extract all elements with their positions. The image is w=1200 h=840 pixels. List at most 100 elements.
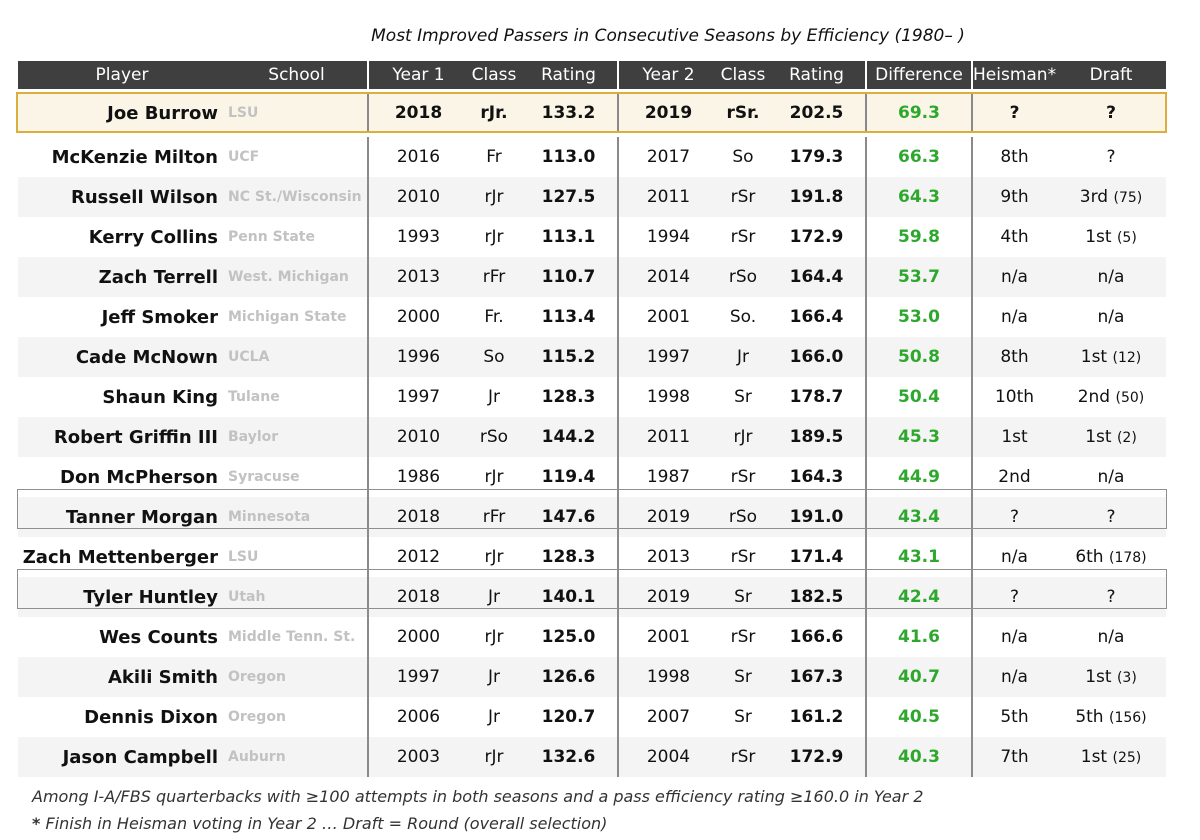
cell-year1: 2010 xyxy=(367,417,468,457)
cell-class1: Jr xyxy=(468,697,520,737)
table-row: Tyler Huntley Utah 2018 Jr 140.1 2019 Sr 182.5 4… xyxy=(18,577,1166,617)
cell-rating1: 133.2 xyxy=(520,93,618,133)
cell-player: Tyler Huntley xyxy=(18,577,226,617)
cell-class1: rJr xyxy=(468,217,520,257)
draft-overall: (2) xyxy=(1116,430,1137,446)
cell-year1: 2010 xyxy=(367,177,468,217)
cell-draft: ? xyxy=(1056,93,1166,133)
cell-year1: 2016 xyxy=(367,137,468,177)
cell-heisman: 4th xyxy=(971,217,1056,257)
cell-class1: rJr xyxy=(468,177,520,217)
cell-player: Dennis Dixon xyxy=(18,697,226,737)
cell-heisman: n/a xyxy=(971,297,1056,337)
draft-round: 1st xyxy=(1080,347,1108,367)
col-header-player: Player xyxy=(18,61,226,89)
cell-year1: 1993 xyxy=(367,217,468,257)
cell-difference: 50.4 xyxy=(865,377,972,417)
table-row: Zach Terrell West. Michigan 2013 rFr 110.7 20… xyxy=(18,257,1166,297)
col-header-heisman: Heisman* xyxy=(971,61,1056,89)
cell-difference: 40.3 xyxy=(865,737,972,777)
table-row: Shaun King Tulane 1997 Jr 128.3 1998 Sr 178.7 50… xyxy=(18,377,1166,417)
cell-year2: 2019 xyxy=(617,93,718,133)
cell-heisman: n/a xyxy=(971,537,1056,577)
table-row: Akili Smith Oregon 1997 Jr 126.6 1998 Sr 167.3 4… xyxy=(18,657,1166,697)
cell-player: Russell Wilson xyxy=(18,177,226,217)
cell-player: Wes Counts xyxy=(18,617,226,657)
cell-class1: rJr xyxy=(468,457,520,497)
cell-class1: rFr xyxy=(468,497,520,537)
cell-player: Zach Mettenberger xyxy=(18,537,226,577)
draft-round: ? xyxy=(1106,587,1116,607)
cell-player: Jeff Smoker xyxy=(18,297,226,337)
cell-player: Zach Terrell xyxy=(18,257,226,297)
cell-rating2: 164.3 xyxy=(768,457,866,497)
cell-draft: 1st (25) xyxy=(1056,737,1166,777)
cell-player: Cade McNown xyxy=(18,337,226,377)
cell-school: West. Michigan xyxy=(226,257,368,297)
cell-year2: 2014 xyxy=(617,257,718,297)
cell-rating1: 125.0 xyxy=(520,617,618,657)
cell-heisman: 5th xyxy=(971,697,1056,737)
cell-school: Tulane xyxy=(226,377,368,417)
draft-overall: (5) xyxy=(1116,230,1137,246)
cell-year1: 2013 xyxy=(367,257,468,297)
col-header-school: School xyxy=(226,61,368,89)
cell-draft: 1st (2) xyxy=(1056,417,1166,457)
footnote-legend-text: Finish in Heisman voting in Year 2 … Dra… xyxy=(40,814,608,833)
cell-heisman: 8th xyxy=(971,137,1056,177)
draft-round: 5th xyxy=(1075,707,1104,727)
cell-class1: rFr xyxy=(468,257,520,297)
cell-player: Kerry Collins xyxy=(18,217,226,257)
cell-player: Jason Campbell xyxy=(18,737,226,777)
cell-year2: 2019 xyxy=(617,497,718,537)
draft-overall: (178) xyxy=(1109,550,1147,566)
draft-round: n/a xyxy=(1097,267,1125,287)
cell-difference: 43.4 xyxy=(865,497,972,537)
cell-player: Joe Burrow xyxy=(18,93,226,133)
col-header-draft: Draft xyxy=(1056,61,1166,89)
cell-draft: n/a xyxy=(1056,257,1166,297)
cell-heisman: n/a xyxy=(971,657,1056,697)
cell-class2: rSo xyxy=(718,257,768,297)
cell-school: Syracuse xyxy=(226,457,368,497)
cell-draft: 6th (178) xyxy=(1056,537,1166,577)
cell-heisman: n/a xyxy=(971,257,1056,297)
cell-class2: rSr xyxy=(718,217,768,257)
cell-rating1: 128.3 xyxy=(520,537,618,577)
cell-year2: 2017 xyxy=(617,137,718,177)
cell-draft: ? xyxy=(1056,577,1166,617)
cell-heisman: n/a xyxy=(971,617,1056,657)
draft-round: n/a xyxy=(1097,627,1125,647)
cell-rating2: 172.9 xyxy=(768,737,866,777)
draft-overall: (156) xyxy=(1109,710,1147,726)
passers-table: Player School Year 1 Class Rating Year 2… xyxy=(18,61,1166,777)
table-row: Don McPherson Syracuse 1986 rJr 119.4 1987 rSr… xyxy=(18,457,1166,497)
cell-difference: 69.3 xyxy=(865,93,972,133)
cell-year2: 2019 xyxy=(617,577,718,617)
cell-rating2: 171.4 xyxy=(768,537,866,577)
cell-class2: So. xyxy=(718,297,768,337)
cell-difference: 41.6 xyxy=(865,617,972,657)
cell-school: Oregon xyxy=(226,697,368,737)
cell-heisman: 1st xyxy=(971,417,1056,457)
cell-draft: n/a xyxy=(1056,297,1166,337)
cell-player: Akili Smith xyxy=(18,657,226,697)
cell-draft: ? xyxy=(1056,497,1166,537)
cell-school: NC St./Wisconsin xyxy=(226,177,368,217)
draft-round: 1st xyxy=(1085,227,1112,247)
cell-year1: 1997 xyxy=(367,657,468,697)
draft-round: 3rd xyxy=(1079,187,1109,207)
cell-class2: Jr xyxy=(718,337,768,377)
cell-year1: 2000 xyxy=(367,617,468,657)
cell-draft: 1st (3) xyxy=(1056,657,1166,697)
table-row-highlight: Joe Burrow LSU 2018 rJr. 133.2 2019 rSr.… xyxy=(18,93,1166,133)
cell-rating2: 191.0 xyxy=(768,497,866,537)
cell-player: McKenzie Milton xyxy=(18,137,226,177)
cell-rating2: 166.4 xyxy=(768,297,866,337)
cell-rating1: 115.2 xyxy=(520,337,618,377)
cell-rating1: 126.6 xyxy=(520,657,618,697)
cell-rating2: 161.2 xyxy=(768,697,866,737)
cell-draft: 2nd (50) xyxy=(1056,377,1166,417)
cell-class1: Jr xyxy=(468,657,520,697)
cell-year2: 1998 xyxy=(617,657,718,697)
